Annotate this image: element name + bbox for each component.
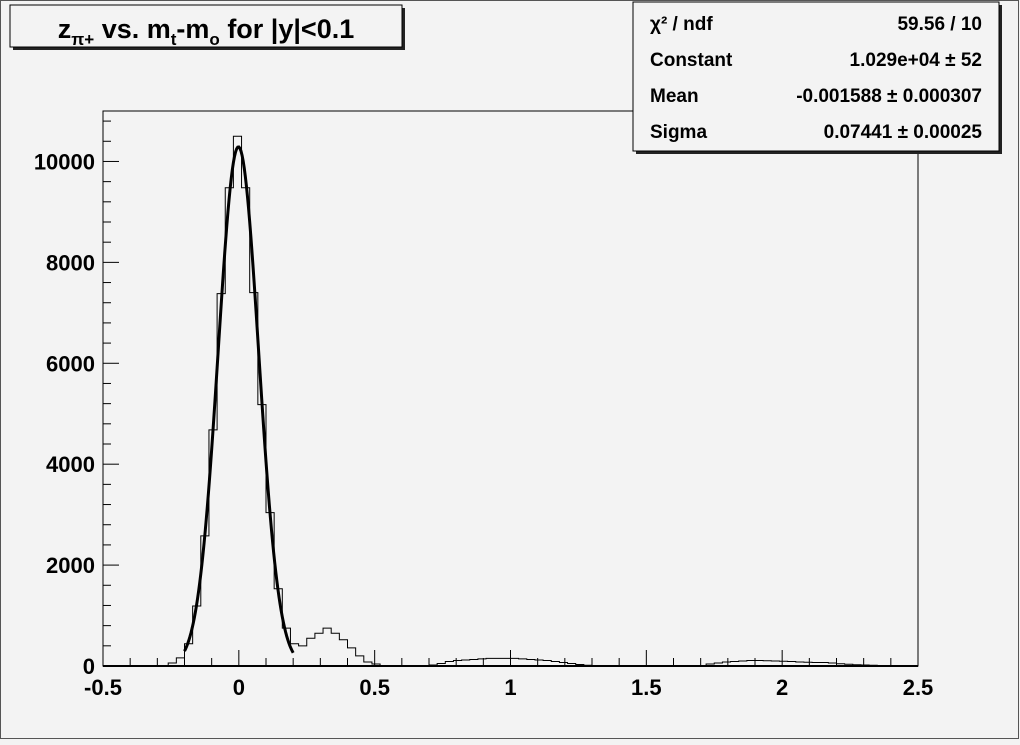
y-tick-label: 10000: [34, 149, 95, 174]
stats-value: -0.001588 ± 0.000307: [796, 86, 982, 107]
x-tick-label: 0.5: [359, 675, 390, 700]
histogram-line: [103, 135, 918, 667]
y-tick-label: 2000: [46, 553, 95, 578]
x-tick-label: 1.5: [631, 675, 662, 700]
x-tick-label: 1: [504, 675, 516, 700]
stats-value: 59.56 / 10: [897, 14, 982, 35]
stats-label: Mean: [650, 86, 699, 107]
stats-label: Sigma: [650, 122, 707, 143]
y-tick-label: 8000: [46, 250, 95, 275]
x-tick-label: -0.5: [84, 675, 122, 700]
y-tick-label: 0: [83, 654, 95, 679]
y-tick-label: 6000: [46, 351, 95, 376]
y-axis: 0 2000 4000 6000 8000 10000: [34, 120, 119, 679]
stats-value: 1.029e+04 ± 52: [850, 50, 982, 71]
x-tick-label: 2: [776, 675, 788, 700]
y-tick-label: 4000: [46, 452, 95, 477]
stats-box: χ² / ndf 59.56 / 10 Constant 1.029e+04 ± 52…: [632, 1, 1002, 154]
chart-title: zπ+ vs. mt-mo for |y|<0.1: [58, 14, 354, 49]
x-tick-label: 2.5: [903, 675, 934, 700]
stats-label: Constant: [650, 50, 733, 71]
x-tick-label: 0: [233, 675, 245, 700]
stats-value: 0.07441 ± 0.00025: [824, 122, 983, 143]
x-axis: -0.5 0 0.5 1 1.5 2 2.5: [84, 650, 933, 700]
gaussian-fit-curve: [183, 145, 295, 654]
title-box: zπ+ vs. mt-mo for |y|<0.1: [9, 4, 405, 50]
stats-label: χ² / ndf: [650, 14, 713, 35]
plot-frame: [102, 110, 919, 667]
